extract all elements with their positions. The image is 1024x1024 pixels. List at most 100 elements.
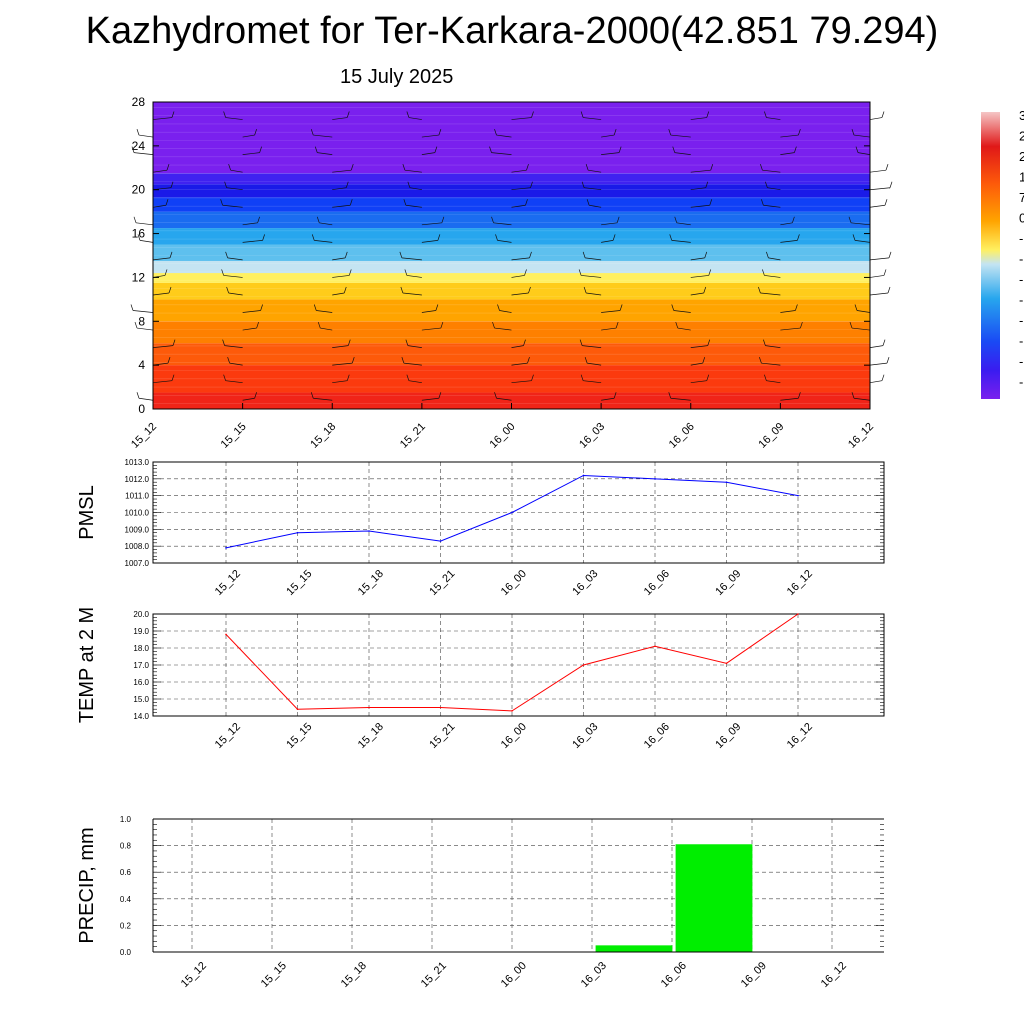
data-point	[225, 547, 227, 549]
wind-barb-flag	[885, 164, 889, 171]
wind-barb-flag	[399, 251, 403, 258]
wind-barb	[851, 327, 871, 331]
wind-barb	[674, 152, 691, 155]
data-point	[368, 530, 370, 532]
y-tick-label: 0.4	[120, 895, 132, 904]
wind-barb-flag	[675, 321, 679, 329]
wind-barb	[869, 275, 885, 278]
wind-barb-flag	[707, 339, 711, 346]
data-point	[725, 481, 728, 484]
x-tick-label: 16_03	[570, 721, 600, 751]
wind-barb-flag	[226, 286, 229, 294]
wind-barb-flag	[438, 392, 442, 399]
wind-barb	[320, 327, 333, 331]
wind-barb	[585, 257, 602, 261]
wind-barb-flag	[136, 128, 140, 136]
wind-barb	[581, 275, 602, 278]
wind-barb-flag	[758, 286, 761, 294]
wind-barb-flag	[164, 269, 168, 276]
wind-barb	[401, 257, 422, 261]
heatmap-band	[153, 228, 870, 245]
wind-barb-flag	[406, 111, 410, 118]
wind-barb	[313, 397, 333, 401]
wind-barb	[690, 204, 710, 208]
wind-barb-flag	[262, 234, 265, 241]
wind-barb	[587, 362, 602, 366]
wind-barb	[332, 204, 351, 208]
wind-barb	[406, 275, 422, 278]
y-tick-label: 1012.0	[125, 475, 150, 484]
wind-barb	[408, 380, 422, 384]
wind-barb	[152, 380, 173, 384]
wind-barb-flag	[497, 304, 500, 311]
heatmap-band	[153, 299, 870, 322]
wind-barb-flag	[254, 128, 257, 136]
y-tick-label: 0.2	[120, 921, 132, 930]
y-tick-label: 1.0	[120, 815, 132, 824]
y-tick-label: 16	[132, 227, 146, 241]
wind-barb	[690, 187, 706, 191]
wind-barb-flag	[223, 374, 226, 381]
wind-barb-flag	[798, 128, 801, 136]
wind-barb	[496, 397, 512, 401]
data-point	[439, 706, 442, 709]
wind-barb	[332, 362, 353, 366]
wind-barb-flag	[794, 146, 797, 153]
wind-barb	[690, 380, 707, 384]
x-tick-label: 16_12	[785, 568, 815, 598]
wind-barb-flag	[668, 392, 672, 399]
wind-barb	[493, 222, 512, 226]
wind-barb	[139, 239, 154, 243]
wind-barb-flag	[709, 199, 713, 206]
wind-barb	[152, 117, 173, 120]
wind-barb-flag	[435, 304, 439, 311]
data-point	[582, 664, 585, 666]
wind-barb-flag	[706, 374, 710, 381]
wind-barb	[601, 239, 614, 243]
wind-barb	[404, 169, 422, 173]
wind-barb	[136, 327, 154, 331]
wind-barb-flag	[228, 164, 231, 171]
colorbar-label: -	[1019, 272, 1023, 287]
wind-barb	[780, 134, 799, 138]
y-tick-label: 18.0	[133, 644, 149, 653]
wind-barb-flag	[526, 164, 529, 171]
y-tick-label: 1008.0	[125, 542, 150, 551]
y-tick-label: 15.0	[133, 695, 149, 704]
wind-barb-flag	[765, 181, 768, 188]
data-point	[511, 511, 513, 514]
wind-barb-flag	[257, 216, 260, 223]
wind-barb-flag	[137, 234, 141, 241]
wind-barb	[314, 239, 333, 243]
wind-barb	[780, 327, 801, 331]
x-tick-label: 16_09	[713, 568, 743, 598]
y-axis-label: PRECIP, mm	[76, 827, 98, 943]
wind-barb-flag	[169, 251, 173, 258]
wind-barb	[494, 327, 512, 331]
wind-barb	[242, 152, 260, 155]
wind-barb-flag	[222, 339, 225, 346]
wind-barb	[224, 345, 243, 348]
x-tick-label: 15_21	[427, 568, 457, 598]
wind-barb	[511, 380, 532, 384]
page-title: Kazhydromet for Ter-Karkara-2000(42.851 …	[85, 10, 939, 52]
wind-barb	[869, 345, 884, 348]
wind-barb-flag	[615, 321, 619, 329]
wind-barb-flag	[672, 146, 676, 153]
y-tick-label: 20.0	[133, 610, 149, 619]
wind-barb	[690, 345, 708, 348]
data-point	[511, 710, 513, 712]
y-tick-label: 8	[138, 314, 145, 328]
wind-barb	[780, 239, 798, 243]
x-tick-label: 15_12	[179, 960, 209, 990]
wind-barb	[242, 310, 261, 313]
wind-barb-flag	[403, 199, 407, 206]
wind-barb-flag	[854, 304, 858, 311]
wind-barb	[332, 117, 348, 120]
wind-barb-flag	[407, 181, 411, 188]
colorbar-label: 7	[1019, 190, 1024, 205]
wind-barb-flag	[495, 234, 498, 241]
wind-barb	[583, 117, 602, 120]
wind-barb-flag	[314, 146, 318, 153]
